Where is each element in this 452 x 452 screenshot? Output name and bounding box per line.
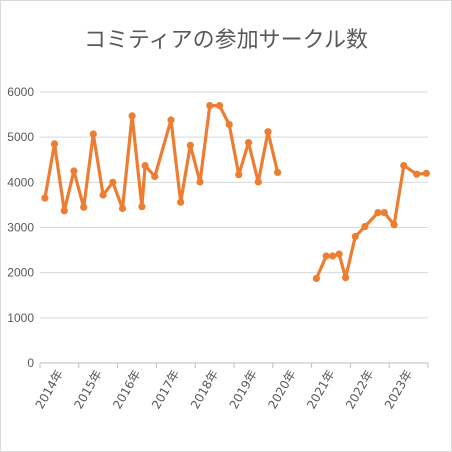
data-point xyxy=(380,209,388,217)
data-point xyxy=(151,172,159,181)
y-tick-label: 0 xyxy=(27,356,34,370)
data-point xyxy=(89,130,97,138)
data-point xyxy=(177,198,185,206)
x-tick-label: 2023年 xyxy=(382,368,415,412)
data-point xyxy=(109,178,117,186)
data-point xyxy=(351,232,359,241)
data-point xyxy=(206,102,214,110)
data-point xyxy=(141,162,149,170)
data-point xyxy=(41,194,49,202)
y-tick-label: 6000 xyxy=(7,85,34,99)
data-point xyxy=(70,167,78,175)
data-point xyxy=(60,207,68,215)
data-point xyxy=(128,112,136,120)
x-tick-label: 2016年 xyxy=(110,368,143,412)
data-point xyxy=(342,274,350,282)
data-point xyxy=(196,178,204,186)
data-point xyxy=(413,170,421,178)
y-tick-label: 1000 xyxy=(7,311,34,325)
data-point xyxy=(80,203,88,211)
x-tick-label: 2014年 xyxy=(33,368,66,412)
data-point xyxy=(361,223,369,231)
data-point xyxy=(138,203,146,211)
y-tick-label: 4000 xyxy=(7,175,34,189)
data-point xyxy=(50,140,59,148)
data-point xyxy=(274,168,282,176)
y-tick-label: 2000 xyxy=(7,266,34,280)
x-tick-label: 2018年 xyxy=(188,368,221,412)
data-point xyxy=(244,139,253,147)
data-point xyxy=(400,162,408,170)
data-point xyxy=(235,171,243,179)
y-tick-label: 3000 xyxy=(7,221,34,235)
data-point xyxy=(329,252,337,260)
data-point xyxy=(422,169,430,177)
x-tick-label: 2019年 xyxy=(227,368,260,412)
x-tick-label: 2017年 xyxy=(149,368,182,412)
chart-title: コミティアの参加サークル数 xyxy=(83,28,369,53)
data-point xyxy=(186,141,194,149)
data-point xyxy=(254,178,262,186)
x-tick-label: 2020年 xyxy=(265,368,298,412)
data-point xyxy=(264,128,272,136)
data-point xyxy=(99,191,107,199)
data-point xyxy=(322,252,330,260)
x-tick-label: 2015年 xyxy=(71,368,104,412)
data-point xyxy=(335,250,343,258)
data-point xyxy=(167,116,175,124)
data-point xyxy=(215,102,224,110)
data-point xyxy=(118,204,127,213)
x-tick-label: 2022年 xyxy=(343,368,376,412)
data-point xyxy=(374,209,382,217)
series-line xyxy=(43,103,280,213)
y-tick-label: 5000 xyxy=(7,130,34,144)
data-point xyxy=(312,274,320,283)
x-tick-label: 2021年 xyxy=(304,368,337,412)
data-point xyxy=(390,221,398,229)
data-point xyxy=(225,120,233,129)
